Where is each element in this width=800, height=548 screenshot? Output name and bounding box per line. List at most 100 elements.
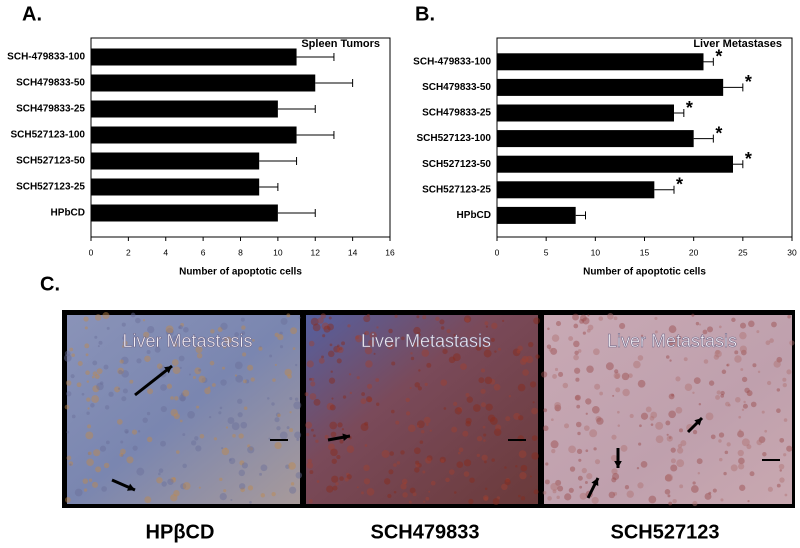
tissue-texture (779, 477, 785, 483)
tissue-texture (573, 323, 579, 329)
tissue-texture (104, 405, 110, 410)
tissue-texture (120, 448, 126, 455)
tissue-texture (98, 340, 103, 345)
x-axis-label: Number of apoptotic cells (179, 267, 302, 278)
tissue-texture (465, 420, 472, 427)
tissue-texture (778, 463, 785, 470)
tissue-texture (747, 499, 750, 503)
tissue-texture (591, 405, 600, 414)
tissue-texture (692, 481, 696, 485)
tissue-texture (296, 438, 300, 441)
tissue-texture (258, 346, 263, 351)
tissue-texture (665, 420, 671, 426)
tissue-texture (532, 401, 535, 404)
tissue-texture (81, 392, 85, 396)
tissue-texture (238, 433, 244, 439)
tissue-texture (726, 363, 730, 367)
tissue-texture (64, 404, 70, 410)
tissue-texture (387, 493, 392, 499)
tissue-texture (346, 445, 355, 453)
tissue-texture (429, 429, 432, 432)
tissue-texture (416, 420, 425, 429)
tissue-texture (516, 349, 521, 354)
tissue-texture (438, 340, 444, 346)
tissue-texture (637, 379, 646, 388)
tissue-texture (360, 423, 369, 431)
plot-title: Liver Metastases (693, 38, 782, 50)
tissue-texture (771, 321, 777, 328)
tissue-texture (229, 458, 232, 461)
tissue-texture (356, 486, 359, 489)
tissue-texture (105, 440, 110, 445)
x-tick-label: 10 (273, 247, 283, 257)
tissue-texture (454, 407, 462, 415)
category-label: SCH479833-25 (422, 108, 491, 119)
tissue-texture (452, 353, 461, 362)
tissue-texture (741, 408, 745, 411)
tissue-texture (633, 360, 641, 369)
tissue-texture (179, 419, 183, 423)
tissue-texture (136, 358, 142, 364)
tissue-texture (142, 319, 146, 322)
tissue-texture (699, 323, 702, 326)
tissue-texture (305, 432, 310, 437)
tissue-texture (655, 421, 664, 430)
tissue-texture (156, 477, 163, 484)
tissue-texture (160, 440, 166, 447)
tissue-texture (730, 464, 738, 472)
tissue-texture (341, 341, 346, 346)
tissue-texture (142, 417, 148, 423)
tissue-texture (326, 402, 335, 411)
tissue-texture (671, 393, 675, 397)
tissue-texture (207, 386, 211, 389)
tissue-texture (596, 417, 604, 425)
tissue-texture (664, 474, 672, 482)
tissue-texture (626, 490, 634, 498)
tissue-texture (640, 334, 644, 337)
tissue-texture (417, 386, 422, 391)
tissue-texture (454, 491, 457, 494)
tissue-texture (520, 358, 527, 365)
tissue-texture (178, 355, 185, 362)
tissue-texture (180, 392, 185, 396)
tissue-texture (347, 324, 351, 328)
tissue-texture (619, 322, 626, 330)
tissue-texture (726, 442, 731, 447)
tissue-texture (217, 326, 223, 332)
tissue-texture (550, 440, 559, 449)
tissue-texture (779, 469, 782, 472)
tissue-texture (783, 453, 787, 457)
x-axis-label: Number of apoptotic cells (583, 267, 706, 278)
tissue-texture (779, 437, 785, 443)
tissue-texture (66, 430, 70, 434)
tissue-texture (158, 472, 161, 476)
tissue-texture (683, 357, 688, 362)
tissue-texture (188, 373, 192, 376)
tissue-texture (425, 457, 432, 464)
tissue-texture (720, 390, 725, 396)
tissue-texture (271, 402, 275, 406)
tissue-texture (654, 316, 658, 320)
tissue-texture (481, 454, 488, 461)
tissue-texture (318, 357, 325, 364)
tissue-texture (367, 397, 373, 403)
tissue-texture (466, 396, 473, 403)
significance-mark: * (745, 149, 752, 169)
tissue-texture (120, 454, 124, 457)
tissue-texture (568, 336, 574, 342)
tissue-texture (684, 383, 693, 391)
tissue-texture (445, 477, 450, 483)
tissue-texture (391, 409, 395, 414)
tissue-texture (87, 407, 90, 410)
tissue-texture (71, 353, 75, 357)
tissue-texture (708, 380, 715, 386)
tissue-texture (360, 398, 367, 405)
tissue-texture (765, 340, 771, 346)
tissue-texture (241, 331, 246, 336)
tissue-texture (172, 335, 180, 343)
tissue-texture (172, 366, 181, 375)
tissue-texture (321, 355, 324, 359)
tissue-texture (714, 350, 722, 358)
tissue-texture (480, 368, 485, 373)
tissue-texture (741, 438, 750, 447)
